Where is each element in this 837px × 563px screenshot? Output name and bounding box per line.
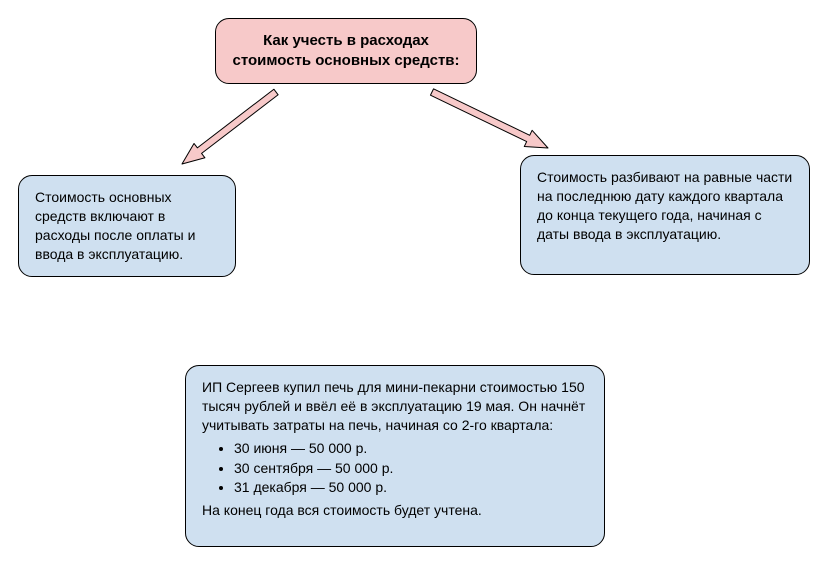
example-node: ИП Сергеев купил печь для мини-пекарни с… (185, 365, 605, 547)
left-text: Стоимость основных средств включают в ра… (35, 189, 195, 262)
example-bullets: 30 июня — 50 000 р. 30 сентября — 50 000… (202, 439, 588, 498)
root-line2: стоимость основных средств: (232, 51, 460, 71)
root-node: Как учесть в расходах стоимость основных… (215, 18, 477, 84)
left-node: Стоимость основных средств включают в ра… (18, 175, 236, 277)
right-node: Стоимость разбивают на равные части на п… (520, 155, 810, 275)
arrow-right (430, 89, 548, 148)
root-line1: Как учесть в расходах (232, 31, 460, 51)
example-bullet: 31 декабря — 50 000 р. (234, 478, 588, 497)
example-intro: ИП Сергеев купил печь для мини-пекарни с… (202, 378, 588, 435)
right-text: Стоимость разбивают на равные части на п… (537, 169, 792, 242)
example-bullet: 30 сентября — 50 000 р. (234, 459, 588, 478)
example-bullet: 30 июня — 50 000 р. (234, 439, 588, 458)
example-outro: На конец года вся стоимость будет учтена… (202, 501, 588, 520)
arrow-left (182, 89, 278, 164)
